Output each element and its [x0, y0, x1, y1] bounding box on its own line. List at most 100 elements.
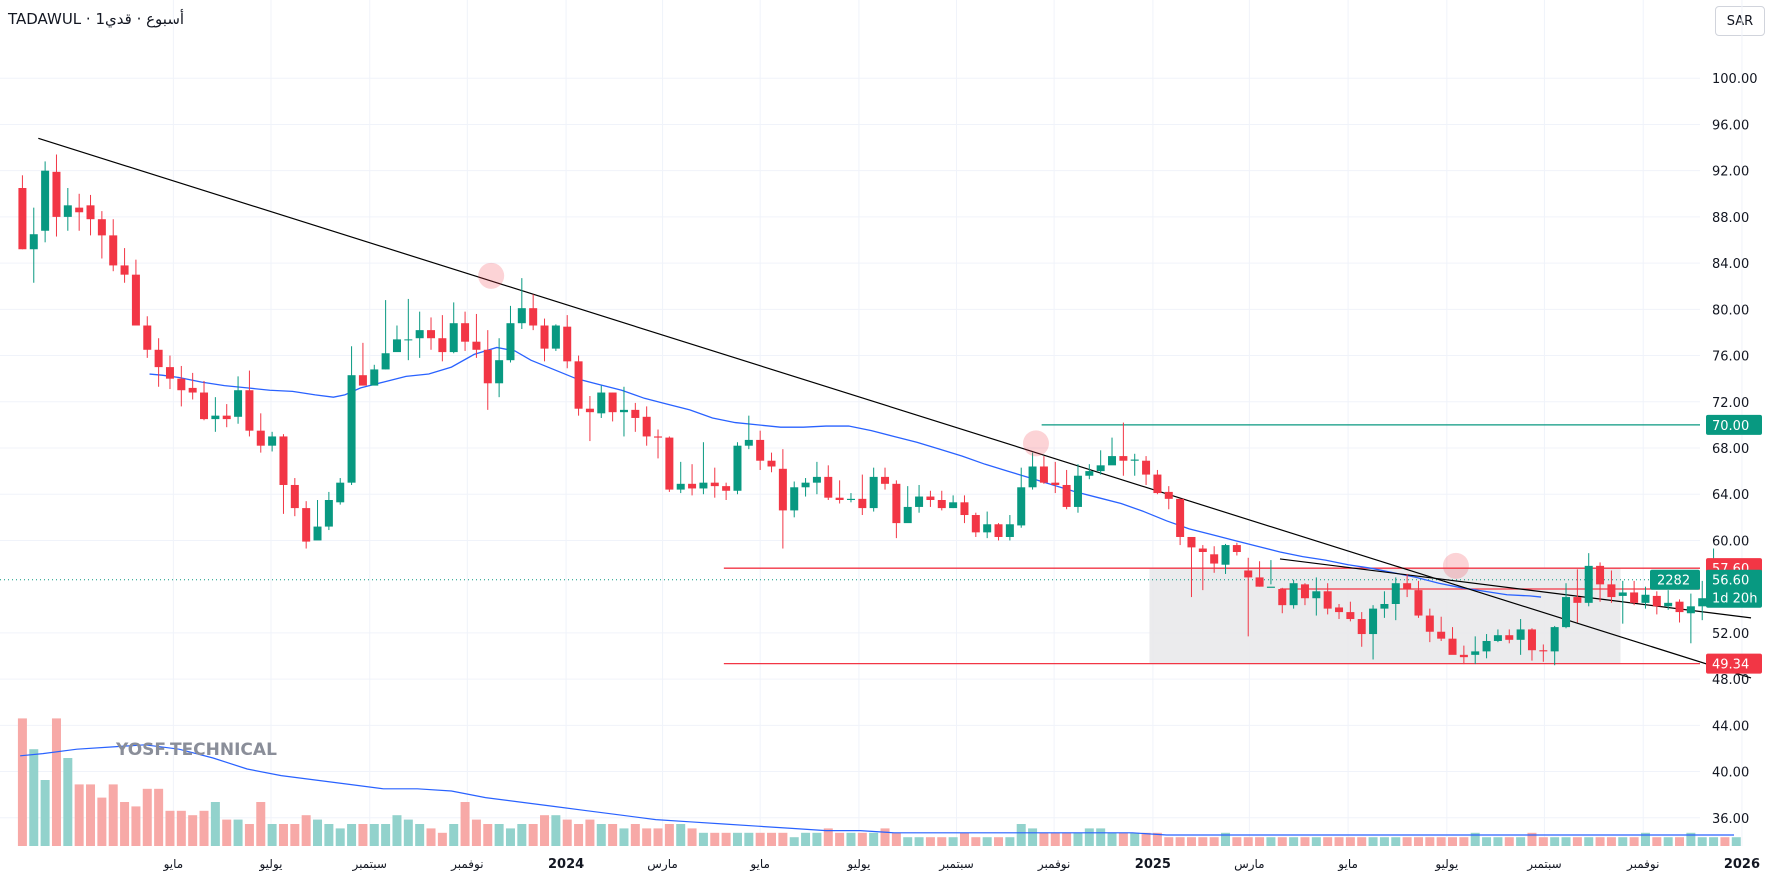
candle-body	[63, 205, 72, 217]
candle-body	[1312, 591, 1321, 599]
consolidation-box	[1149, 568, 1621, 665]
candle-body	[1459, 654, 1468, 658]
chart-title: TADAWUL · 1أسبوع · قدي	[8, 10, 185, 28]
candle-body	[427, 330, 436, 339]
candle-body	[302, 508, 311, 542]
volume-bar	[959, 832, 969, 846]
range-box	[1149, 568, 1621, 665]
candle-body	[722, 486, 731, 491]
volume-bar	[1379, 837, 1389, 846]
volume-bar	[17, 718, 27, 846]
y-tick-label: 88.00	[1712, 211, 1749, 226]
volume-bar	[528, 824, 538, 846]
volume-bar	[494, 824, 504, 846]
volume-value-label: 2282	[1657, 574, 1690, 589]
volume-bar	[721, 832, 731, 846]
volume-bar	[1130, 832, 1140, 846]
candle-body	[1414, 590, 1423, 616]
volume-bar	[120, 802, 130, 846]
candle-body	[585, 408, 594, 413]
y-tick-label: 36.00	[1712, 812, 1749, 827]
candle-body	[608, 392, 617, 413]
y-tick-label: 84.00	[1712, 257, 1749, 272]
volume-bar	[1538, 837, 1548, 846]
volume-bar	[1084, 828, 1094, 846]
candle-body	[835, 497, 844, 500]
volume-bar	[108, 784, 118, 846]
volume-bar	[925, 837, 935, 846]
volume-bar	[801, 832, 811, 846]
candle-body	[29, 234, 38, 250]
candle-body	[1085, 471, 1094, 476]
volume-bar	[1413, 837, 1423, 846]
candle-body	[801, 482, 810, 488]
y-tick-label: 80.00	[1712, 303, 1749, 318]
currency-button[interactable]: SAR	[1715, 6, 1765, 36]
time-axis[interactable]: مايو يوليو سبتمبر نوفمبر 2024 مارس مايو يوليو سب…	[163, 857, 1778, 872]
trend-line	[1279, 558, 1752, 619]
highlight-circles	[478, 262, 1469, 579]
volume-bar	[880, 828, 890, 846]
volume-bar	[551, 815, 561, 846]
volume-bar	[1572, 837, 1582, 846]
volume-bar	[891, 832, 901, 846]
volume-bar	[1357, 837, 1367, 846]
candle-body	[1630, 592, 1639, 603]
candle-body	[1255, 577, 1264, 587]
candle-body	[1482, 640, 1491, 652]
candle-body	[234, 390, 243, 417]
candle-body	[75, 207, 84, 213]
level-label-bg	[1706, 653, 1762, 674]
volume-bar	[154, 788, 164, 846]
current-price-label: 56.60	[1712, 574, 1749, 589]
volume-bar	[1028, 828, 1038, 846]
candle-body	[97, 219, 106, 236]
candle-body	[1448, 638, 1457, 655]
candle-body	[1346, 612, 1355, 620]
y-tick-label: 76.00	[1712, 350, 1749, 365]
candle-body	[631, 409, 640, 418]
candle-body	[937, 500, 946, 509]
volume-bar	[1255, 837, 1265, 846]
x-tick-label: نوفمبر	[450, 857, 483, 872]
volume-bar	[1323, 837, 1333, 846]
volume-bar	[222, 819, 232, 846]
price-axis[interactable]: 100.00 96.00 92.00 88.00 84.00 80.00 76.00 72.0…	[1712, 72, 1758, 827]
candle-body	[903, 506, 912, 524]
candle-body	[1130, 459, 1139, 461]
watermark-text: YOSF.TECHNICAL	[115, 740, 277, 760]
x-tick-label: يوليو	[258, 857, 282, 872]
volume-bar	[732, 832, 742, 846]
candle-body	[143, 325, 152, 350]
y-tick-label: 68.00	[1712, 442, 1749, 457]
volume-bar	[698, 832, 708, 846]
x-tick-label: مايو	[163, 857, 184, 872]
candle-body	[222, 415, 231, 420]
candle-body	[710, 482, 719, 487]
volume-bar	[188, 815, 198, 846]
candle-body	[949, 502, 958, 509]
candle-body	[824, 476, 833, 498]
candle-body	[1516, 629, 1525, 640]
x-tick-label: سبتمبر	[351, 857, 386, 872]
volume-bar	[1277, 837, 1287, 846]
volume-bar	[1334, 837, 1344, 846]
candle-body	[858, 498, 867, 509]
volume-bar	[755, 832, 765, 846]
volume-bar	[1720, 837, 1730, 846]
candle-body	[1164, 491, 1173, 499]
volume-bar	[1640, 832, 1650, 846]
candle-body	[563, 326, 572, 362]
volume-bar	[562, 819, 572, 846]
volume-bar	[1527, 832, 1537, 846]
volume-bar	[1073, 832, 1083, 846]
volume-bar	[857, 832, 867, 846]
candle-body	[461, 323, 470, 342]
x-tick-label: يوليو	[1434, 857, 1458, 872]
volume-bar	[1470, 832, 1480, 846]
volume-bar	[1141, 832, 1151, 846]
candle-body	[1335, 607, 1344, 613]
ma-line	[149, 346, 1542, 598]
volume-bar	[812, 832, 822, 846]
